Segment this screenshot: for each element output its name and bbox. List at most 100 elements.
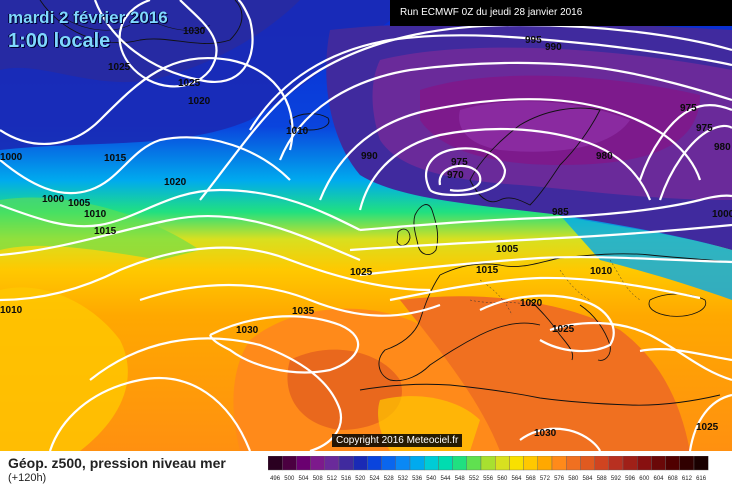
isobar-label: 990: [545, 42, 562, 53]
legend-swatch: [310, 456, 325, 471]
legend-swatch: [438, 456, 453, 471]
legend-value: 588: [597, 476, 608, 482]
legend-swatch: [466, 456, 482, 471]
isobar-label: 1025: [696, 422, 719, 433]
isobar-label: 980: [596, 151, 613, 162]
isobar-label: 980: [714, 142, 731, 153]
legend-swatch: [566, 456, 581, 471]
isobar-label: 1035: [292, 306, 315, 317]
legend-value: 496: [270, 476, 281, 482]
legend-swatch: [367, 456, 382, 471]
isobar-label: 1025: [108, 62, 131, 73]
isobar-label: 995: [525, 35, 542, 46]
legend-swatch: [281, 456, 297, 471]
legend-value: 548: [455, 476, 466, 482]
legend-value: 564: [511, 476, 522, 482]
legend-swatch: [352, 456, 368, 471]
legend-swatch: [622, 456, 638, 471]
legend-swatch: [452, 456, 468, 471]
legend-value: 576: [554, 476, 565, 482]
run-info: Run ECMWF 0Z du jeudi 28 janvier 2016: [390, 0, 732, 26]
legend-swatch: [594, 456, 610, 471]
isobar-label: 1015: [104, 153, 127, 164]
legend-value: 508: [313, 476, 324, 482]
legend-value: 616: [696, 476, 707, 482]
legend-swatch: [338, 456, 354, 471]
legend-swatch: [523, 456, 539, 471]
isobar-label: 1025: [552, 324, 575, 335]
legend-swatch: [324, 456, 340, 471]
isobar-label: 1000: [42, 194, 65, 205]
legend-value: 512: [327, 476, 338, 482]
legend-value: 524: [369, 476, 380, 482]
isobar-label: 970: [447, 170, 464, 181]
legend-value: 600: [639, 476, 650, 482]
isobar-label: 1025: [350, 267, 373, 278]
legend-value: 544: [440, 476, 451, 482]
legend-value: 556: [483, 476, 494, 482]
copyright-notice: Copyright 2016 Meteociel.fr: [332, 434, 463, 447]
legend-swatch: [494, 456, 510, 471]
isobar-label: 1020: [520, 298, 543, 309]
color-scale-legend: 496 500 504 508 512 516 520 524 528 532 536 540 544 5…: [268, 456, 709, 482]
legend-swatch: [693, 456, 709, 471]
lead-time: (+120h): [8, 472, 47, 484]
legend-swatch: [268, 456, 283, 471]
legend-value: 604: [653, 476, 664, 482]
legend-value: 592: [611, 476, 622, 482]
legend-value: 520: [355, 476, 366, 482]
isobar-label: 975: [451, 157, 468, 168]
legend-value: 540: [426, 476, 437, 482]
isobar-label: 1020: [188, 96, 211, 107]
legend-value: 552: [469, 476, 480, 482]
isobar-label: 1010: [286, 126, 309, 137]
legend-swatch: [651, 456, 666, 471]
isobar-label: 1010: [84, 209, 107, 220]
isobar-label: 985: [552, 207, 569, 218]
legend-swatch: [480, 456, 496, 471]
legend-swatch: [423, 456, 439, 471]
isobar-label: 1005: [496, 244, 519, 255]
isobar-label: 990: [361, 151, 378, 162]
weather-map: 1030 1025 1025 1020 1000 1015 1020 1000 …: [0, 0, 732, 451]
isobar-label: 1015: [94, 226, 117, 237]
isobar-label: 1020: [164, 177, 187, 188]
legend-value: 536: [412, 476, 423, 482]
legend-value: 596: [625, 476, 636, 482]
legend-value: 580: [568, 476, 579, 482]
legend-swatch: [296, 456, 311, 471]
isobar-label: 1030: [183, 26, 206, 37]
isobar-label: 975: [680, 103, 697, 114]
isobar-label: 975: [696, 123, 713, 134]
forecast-map-graphic: 1030 1025 1025 1020 1000 1015 1020 1000 …: [0, 0, 732, 451]
legend-value: 504: [298, 476, 309, 482]
legend-value: 500: [284, 476, 295, 482]
legend-swatch: [580, 456, 595, 471]
isobar-label: 1025: [178, 78, 201, 89]
isobar-label: 1010: [590, 266, 613, 277]
legend-value: 572: [540, 476, 551, 482]
legend-swatch: [381, 456, 396, 471]
legend-value: 516: [341, 476, 352, 482]
legend-swatch: [395, 456, 411, 471]
legend-swatch: [679, 456, 695, 471]
isobar-label: 1005: [68, 198, 91, 209]
legend-value: 584: [582, 476, 593, 482]
isobar-label: 1000: [0, 152, 23, 163]
legend-swatch: [665, 456, 681, 471]
isobar-label: 1030: [236, 325, 259, 336]
forecast-date: mardi 2 février 2016: [8, 8, 168, 27]
field-caption: Géop. z500, pression niveau mer: [8, 455, 226, 471]
isobar-label: 1000: [712, 209, 732, 220]
legend-swatch: [409, 456, 425, 471]
legend-swatch: [537, 456, 553, 471]
isobar-label: 1010: [0, 305, 23, 316]
legend-value: 612: [682, 476, 693, 482]
legend-value: 532: [398, 476, 409, 482]
legend-swatch: [608, 456, 624, 471]
legend-value: 568: [526, 476, 537, 482]
isobar-label: 1015: [476, 265, 499, 276]
legend-value: 608: [668, 476, 679, 482]
legend-swatch: [637, 456, 652, 471]
map-footer: Géop. z500, pression niveau mer (+120h) …: [0, 451, 732, 488]
